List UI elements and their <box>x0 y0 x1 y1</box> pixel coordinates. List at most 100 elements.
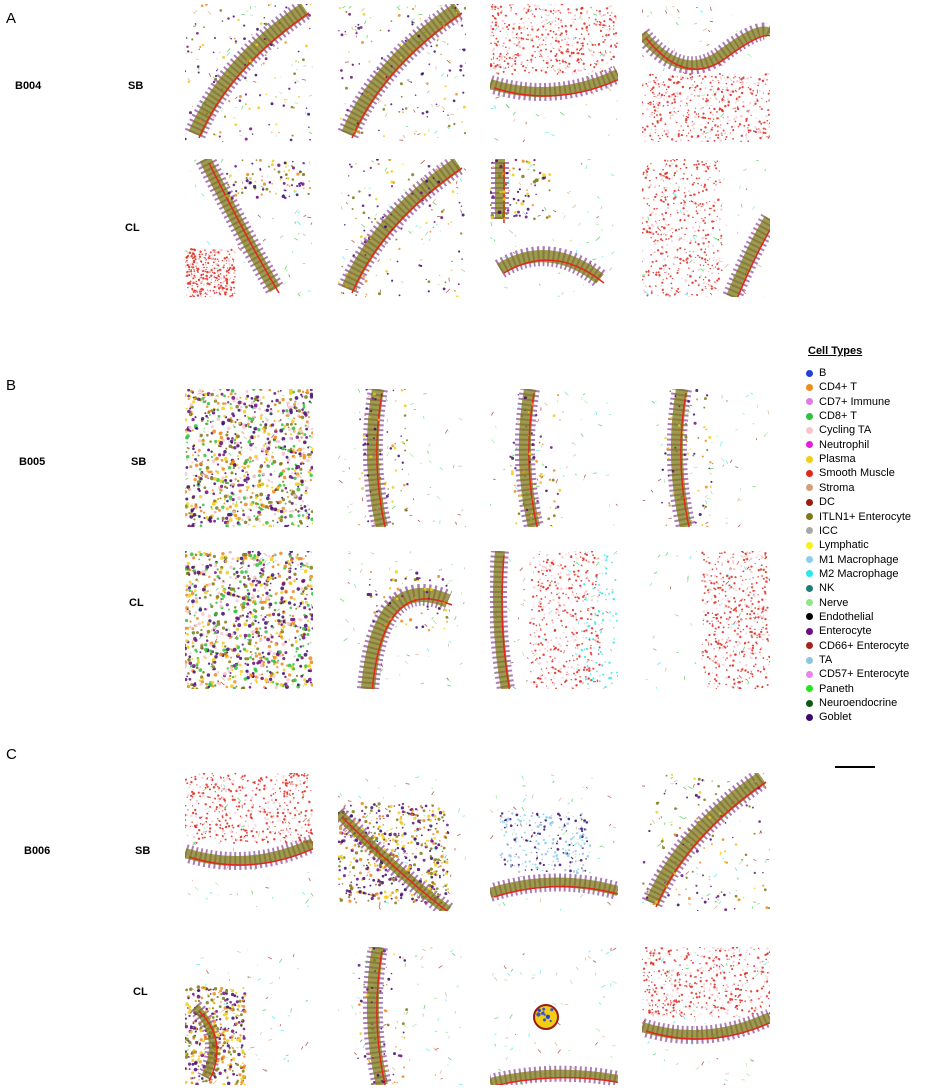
legend-color-dot <box>806 556 813 564</box>
legend-label: Neuroendocrine <box>819 697 898 710</box>
legend-color-dot <box>806 541 813 549</box>
legend-item: CD4+ T <box>806 380 857 394</box>
tissue-image-tile <box>338 947 466 1085</box>
tissue-image-tile <box>642 773 770 911</box>
tissue-image-tile <box>338 389 466 527</box>
legend-color-dot <box>806 398 813 406</box>
tissue-image-tile <box>185 551 313 689</box>
legend-item: Stroma <box>806 481 854 495</box>
legend-color-dot <box>806 642 813 650</box>
legend-label: Neutrophil <box>819 438 870 451</box>
legend-item: Cycling TA <box>806 423 871 437</box>
tissue-image-tile <box>185 159 313 297</box>
legend-item: M2 Macrophage <box>806 567 899 581</box>
legend-item: Lymphatic <box>806 538 869 552</box>
tissue-label-cl: CL <box>133 986 148 998</box>
legend-label: Paneth <box>819 682 854 695</box>
panel-letter-c: C <box>6 746 17 763</box>
legend-label: NK <box>819 582 835 595</box>
legend-item: Neuroendocrine <box>806 696 897 710</box>
legend-color-dot <box>806 584 813 592</box>
legend-item: Endothelial <box>806 610 873 624</box>
legend-label: CD7+ Immune <box>819 395 891 408</box>
legend-color-dot <box>806 656 813 664</box>
tissue-image-tile <box>490 389 618 527</box>
legend-color-dot <box>806 441 813 449</box>
donor-label-b005: B005 <box>19 456 46 468</box>
tissue-image-tile <box>490 773 618 911</box>
tissue-image-tile <box>185 947 313 1085</box>
legend-item: Paneth <box>806 682 854 696</box>
legend-label: B <box>819 367 827 379</box>
tissue-image-tile <box>338 4 466 142</box>
legend-color-dot <box>806 713 813 721</box>
legend-item: Goblet <box>806 710 851 724</box>
legend-label: TA <box>819 654 833 666</box>
legend-label: M1 Macrophage <box>819 553 899 566</box>
legend-label: Lymphatic <box>819 539 869 552</box>
legend-color-dot <box>806 685 813 693</box>
legend-item: B <box>806 366 826 380</box>
legend-color-dot <box>806 369 813 377</box>
legend-color-dot <box>806 455 813 463</box>
legend-color-dot <box>806 484 813 492</box>
legend-label: M2 Macrophage <box>819 567 899 580</box>
legend-color-dot <box>806 469 813 477</box>
legend-item: ITLN1+ Enterocyte <box>806 510 911 524</box>
legend-label: CD66+ Enterocyte <box>819 639 910 652</box>
tissue-image-tile <box>642 389 770 527</box>
tissue-label-cl: CL <box>125 222 140 234</box>
tissue-image-tile <box>490 4 618 142</box>
scale-bar <box>835 766 875 768</box>
legend-color-dot <box>806 613 813 621</box>
tissue-label-sb: SB <box>131 456 147 468</box>
legend-item: Neutrophil <box>806 438 869 452</box>
legend-item: NK <box>806 581 834 595</box>
donor-label-b006: B006 <box>24 845 51 857</box>
legend-color-dot <box>806 412 813 420</box>
legend-item: Enterocyte <box>806 624 872 638</box>
tissue-image-tile <box>338 159 466 297</box>
tissue-image-tile <box>185 389 313 527</box>
legend-color-dot <box>806 383 813 391</box>
legend-item: CD7+ Immune <box>806 395 890 409</box>
legend-item: CD66+ Enterocyte <box>806 639 909 653</box>
legend-item: M1 Macrophage <box>806 553 899 567</box>
legend-label: Stroma <box>819 481 855 494</box>
tissue-image-tile <box>490 947 618 1085</box>
legend-label: Plasma <box>819 453 856 466</box>
tissue-image-tile <box>338 773 466 911</box>
legend-label: ICC <box>819 524 838 537</box>
legend-color-dot <box>806 699 813 707</box>
legend-label: Nerve <box>819 596 849 609</box>
tissue-image-tile <box>642 551 770 689</box>
panel-letter-a: A <box>6 10 17 27</box>
tissue-image-tile <box>490 159 618 297</box>
legend-color-dot <box>806 498 813 506</box>
legend-label: DC <box>819 496 835 509</box>
tissue-image-tile <box>642 159 770 297</box>
legend-color-dot <box>806 599 813 607</box>
legend-label: CD4+ T <box>819 381 858 394</box>
legend-item: ICC <box>806 524 838 538</box>
legend-item: CD57+ Enterocyte <box>806 667 909 681</box>
legend-label: Cycling TA <box>819 424 872 437</box>
tissue-label-cl: CL <box>129 597 144 609</box>
legend-label: Smooth Muscle <box>819 467 895 480</box>
tissue-image-tile <box>642 4 770 142</box>
legend-color-dot <box>806 513 813 520</box>
panel-letter-b: B <box>6 377 17 394</box>
legend-label: Goblet <box>819 711 852 724</box>
legend-item: CD8+ T <box>806 409 857 423</box>
legend-color-dot <box>806 627 813 635</box>
tissue-image-tile <box>490 551 618 689</box>
tissue-image-tile <box>642 947 770 1085</box>
legend-label: Enterocyte <box>819 625 872 638</box>
legend-item: Nerve <box>806 596 848 610</box>
legend-color-dot <box>806 426 813 434</box>
legend-label: ITLN1+ Enterocyte <box>819 510 912 523</box>
tissue-label-sb: SB <box>135 845 151 857</box>
legend-label: Endothelial <box>819 610 874 623</box>
legend-item: TA <box>806 653 832 667</box>
legend-label: CD57+ Enterocyte <box>819 668 910 681</box>
